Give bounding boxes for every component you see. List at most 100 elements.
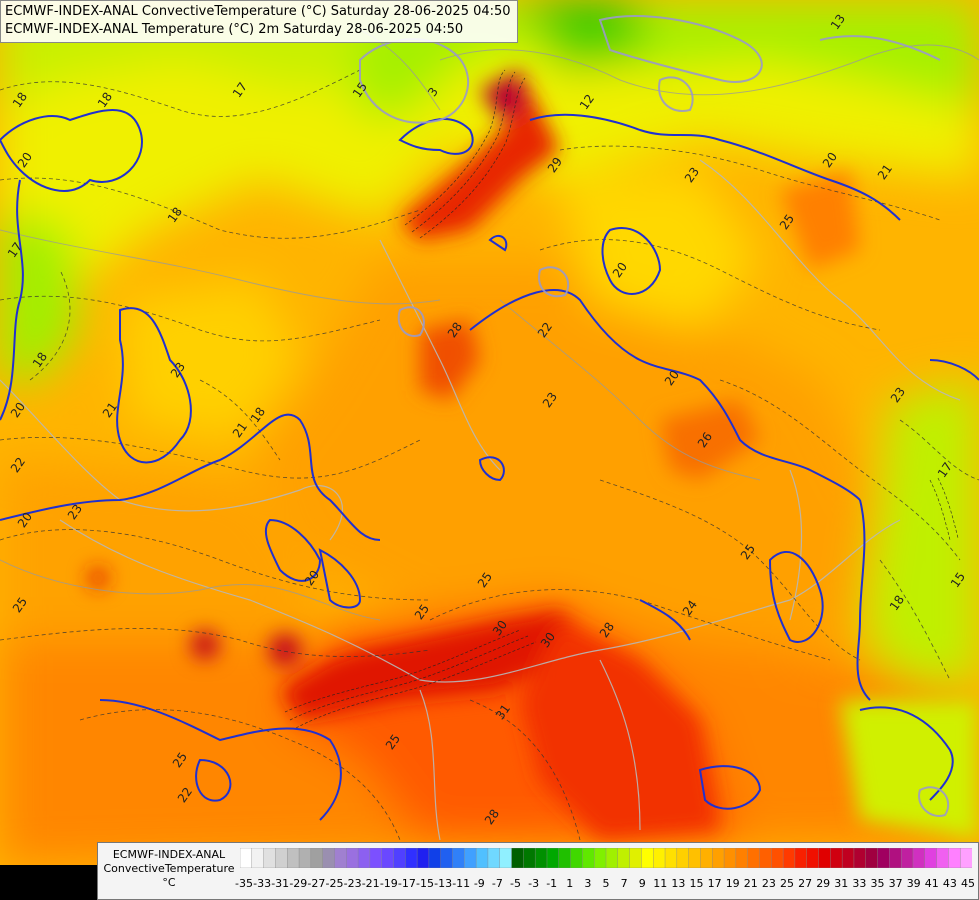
legend-tick: 7	[620, 877, 628, 890]
legend-swatch	[629, 848, 643, 868]
legend-swatch	[310, 848, 324, 868]
legend-tick: -13	[434, 877, 453, 890]
legend-swatch	[688, 848, 702, 868]
legend-swatch	[464, 848, 477, 868]
legend-swatch	[428, 848, 442, 868]
legend-swatch	[830, 848, 843, 868]
legend-swatch	[381, 848, 395, 868]
legend-swatch	[582, 848, 595, 868]
legend-tick: -29	[289, 877, 308, 890]
legend-tick: -23	[343, 877, 362, 890]
legend-swatch	[405, 848, 418, 868]
legend-swatch	[936, 848, 950, 868]
legend-tick: -11	[452, 877, 471, 890]
legend-swatch	[534, 848, 548, 868]
legend-swatch	[889, 848, 902, 868]
legend-swatch	[617, 848, 631, 868]
legend-swatch	[570, 848, 584, 868]
legend-swatch	[712, 848, 725, 868]
legend-tick: 11	[653, 877, 668, 890]
legend-tick: -5	[510, 877, 521, 890]
legend-tick: 35	[870, 877, 885, 890]
legend-swatch	[676, 848, 690, 868]
legend-model: ECMWF-INDEX-ANAL	[112, 848, 226, 861]
legend-swatch	[263, 848, 277, 868]
legend-tick: -7	[491, 877, 503, 890]
legend-swatch	[393, 848, 406, 868]
legend-swatch	[924, 848, 938, 868]
legend-swatch	[641, 848, 654, 868]
legend-tick: 5	[602, 877, 610, 890]
legend-tick: -31	[271, 877, 290, 890]
legend-swatch	[440, 848, 454, 868]
legend-swatch	[959, 848, 972, 868]
legend-swatch	[605, 848, 619, 868]
legend-tick: -25	[325, 877, 344, 890]
legend-swatch	[806, 848, 820, 868]
legend-swatch	[593, 848, 607, 868]
legend-tick: 1	[566, 877, 574, 890]
legend-swatch	[251, 848, 265, 868]
legend-tick: -19	[379, 877, 398, 890]
legend-swatch	[416, 848, 430, 868]
legend-tick: 39	[906, 877, 921, 890]
legend-swatch	[818, 848, 832, 868]
map-title: ECMWF-INDEX-ANAL ConvectiveTemperature (…	[0, 0, 518, 43]
legend-swatch	[759, 848, 772, 868]
legend-swatch	[487, 848, 501, 868]
legend-swatch	[369, 848, 383, 868]
legend-swatch	[782, 848, 796, 868]
legend-swatch	[723, 848, 737, 868]
legend-tick: 29	[816, 877, 831, 890]
legend-color-bar	[240, 848, 972, 868]
legend-swatch	[771, 848, 784, 868]
color-legend: ECMWF-INDEX-ANAL ConvectiveTemperature °…	[97, 842, 979, 900]
legend-swatch	[523, 848, 536, 868]
legend-swatch	[334, 848, 347, 868]
legend-swatch	[511, 848, 525, 868]
legend-tick: -21	[361, 877, 380, 890]
legend-swatch	[877, 848, 891, 868]
legend-swatch	[357, 848, 371, 868]
legend-swatch	[865, 848, 879, 868]
legend-tick: -27	[307, 877, 326, 890]
legend-tick: 33	[852, 877, 867, 890]
legend-swatch	[546, 848, 560, 868]
legend-swatch	[912, 848, 926, 868]
legend-tick: -9	[473, 877, 485, 890]
legend-tick: 25	[780, 877, 794, 890]
legend-unit: °C	[162, 876, 176, 889]
legend-tick: 31	[834, 877, 849, 890]
legend-tick: 45	[961, 877, 975, 890]
legend-swatch	[499, 848, 513, 868]
legend-swatch	[240, 848, 253, 868]
legend-swatch	[664, 848, 678, 868]
legend-swatch	[747, 848, 761, 868]
legend-tick: 3	[584, 877, 592, 890]
legend-tick: -1	[546, 877, 558, 890]
legend-tick: -33	[253, 877, 272, 890]
map-bottom-left-blank	[0, 865, 97, 900]
legend-swatch	[275, 848, 288, 868]
legend-tick: 13	[671, 877, 686, 890]
legend-tick: 23	[761, 877, 776, 890]
legend-tick: -15	[416, 877, 434, 890]
legend-swatch	[735, 848, 749, 868]
legend-swatch	[700, 848, 713, 868]
legend-swatch	[900, 848, 914, 868]
legend-swatch	[287, 848, 300, 868]
legend-swatch	[794, 848, 808, 868]
legend-tick: 9	[638, 877, 646, 890]
legend-tick: -35	[235, 877, 253, 890]
legend-swatch	[653, 848, 666, 868]
legend-swatch	[948, 848, 961, 868]
legend-tick: 19	[725, 877, 740, 890]
legend-title: ECMWF-INDEX-ANAL ConvectiveTemperature °…	[102, 848, 236, 890]
legend-tick: 43	[942, 877, 957, 890]
legend-tick: -17	[397, 877, 416, 890]
title-convective-temperature: ECMWF-INDEX-ANAL ConvectiveTemperature (…	[5, 4, 511, 19]
legend-tick: 17	[707, 877, 722, 890]
legend-swatch	[853, 848, 867, 868]
legend-swatch	[475, 848, 489, 868]
